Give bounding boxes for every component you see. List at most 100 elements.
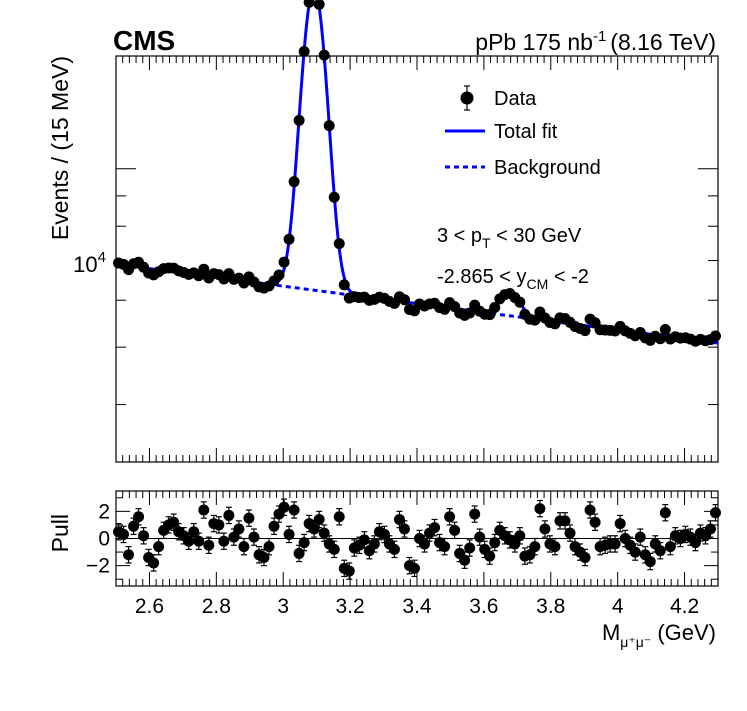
pull-point (439, 541, 451, 553)
pull-point (203, 539, 215, 551)
pull-point (388, 543, 400, 555)
pull-y-tick-label: −2 (86, 555, 110, 578)
y-tick-exponent: 4 (98, 249, 106, 266)
data-point (273, 269, 285, 281)
pull-point (689, 537, 701, 549)
pull-point (313, 514, 325, 525)
pull-point (218, 535, 230, 547)
pt-subscript: T (482, 235, 491, 251)
legend-entry-total-fit: Total fit (445, 121, 558, 143)
pull-point (469, 508, 481, 520)
pull-point (378, 528, 390, 540)
energy-text: (8.16 TeV) (610, 29, 716, 55)
pull-point (579, 552, 591, 563)
pull-x-ticks: 2.6 2.8 3 3.2 3.4 3.6 3.8 4 4.2 (115, 491, 719, 618)
pull-point (408, 562, 420, 574)
pull-point (268, 520, 280, 532)
x-tick-label: 3.4 (402, 595, 432, 618)
data-points (113, 0, 721, 347)
y-tick-label-1e4: 104 (73, 249, 106, 277)
experiment-label: CMS (113, 25, 175, 56)
legend: Data Total fit Background (445, 85, 601, 179)
main-y-ticks (116, 168, 718, 406)
pull-point (263, 541, 275, 553)
pull-panel: 2.6 2.8 3 3.2 3.4 3.6 3.8 4 4.2 2 0 −2 Pull Mμ⁺μ⁻ … (47, 490, 721, 650)
legend-entry-data: Data (460, 85, 537, 111)
pull-points (113, 498, 721, 580)
pull-point (484, 550, 496, 562)
pull-point (449, 524, 461, 536)
y-suffix: < -2 (548, 266, 589, 288)
legend-label-data: Data (494, 88, 537, 110)
pull-y-axis-label: Pull (47, 514, 73, 552)
pull-point (539, 523, 551, 535)
data-point (579, 325, 591, 337)
pull-point (188, 526, 200, 538)
pull-point (168, 516, 180, 528)
pull-point (238, 541, 250, 553)
x-axis-label-subscript: μ⁺μ⁻ (620, 634, 651, 650)
main-frame (115, 55, 719, 463)
pull-point (318, 527, 330, 539)
pull-point (614, 518, 626, 530)
pull-point (198, 504, 210, 516)
pt-suffix: < 30 GeV (491, 225, 582, 247)
data-point (464, 307, 476, 319)
x-tick-label: 4.2 (670, 595, 699, 618)
x-tick-label: 2.8 (202, 595, 231, 618)
data-point (303, 0, 315, 8)
pull-point (148, 557, 160, 569)
data-point (288, 176, 300, 188)
pull-point (293, 547, 305, 559)
pull-point (193, 535, 205, 547)
legend-data-marker (460, 91, 474, 105)
pull-point (559, 515, 571, 527)
pull-point (298, 537, 310, 549)
y-tick-base: 10 (73, 252, 97, 277)
pull-point (228, 531, 240, 543)
pull-point (659, 507, 671, 519)
pull-point (278, 501, 290, 513)
pull-point (549, 541, 561, 553)
pull-point (634, 531, 646, 543)
pull-point (419, 538, 431, 550)
x-tick-label: 3.6 (469, 595, 498, 618)
pull-point (534, 503, 546, 515)
data-point (333, 238, 345, 250)
data-point (529, 314, 541, 326)
pull-point (459, 554, 471, 566)
pull-point (654, 545, 666, 557)
data-point (313, 0, 325, 10)
main-panel: 104 Events / (15 MeV) Data Total fit Bac… (47, 0, 721, 463)
pull-point (398, 523, 410, 535)
main-y-axis-label: Events / (15 MeV) (47, 56, 73, 240)
luminosity-label: pPb 175 nb-1 (8.16 TeV) (475, 28, 716, 55)
pull-point (709, 507, 721, 519)
pull-point (288, 504, 300, 516)
data-point (654, 333, 666, 345)
pull-point (233, 523, 245, 535)
pull-point (358, 534, 370, 546)
x-tick-label: 3 (277, 595, 289, 618)
pull-point (609, 538, 621, 550)
pull-point (464, 542, 476, 554)
pull-point (258, 552, 270, 563)
pull-point (429, 522, 441, 534)
legend-entry-background: Background (445, 157, 601, 179)
x-axis-label-base: M (602, 620, 620, 645)
pull-point (489, 537, 501, 549)
legend-label-background: Background (494, 157, 601, 179)
data-point (489, 302, 501, 314)
pull-point (564, 527, 576, 539)
pull-point (629, 546, 641, 558)
data-point (278, 256, 290, 268)
main-x-ticks (115, 56, 719, 462)
data-point (709, 330, 721, 342)
pull-point (514, 530, 526, 542)
pull-point (343, 565, 355, 577)
pull-point (509, 538, 521, 550)
data-point (283, 233, 295, 245)
pt-prefix: 3 < p (437, 225, 482, 247)
pull-point (664, 541, 676, 553)
pull-point (589, 516, 601, 528)
